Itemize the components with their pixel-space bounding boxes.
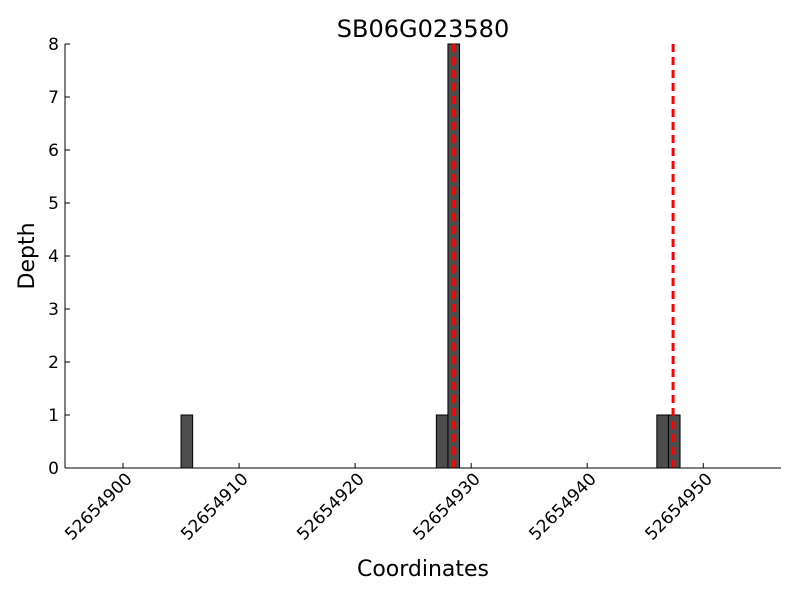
- y-tick-label: 7: [48, 88, 59, 108]
- y-tick-label: 3: [48, 300, 59, 320]
- y-tick-label: 5: [48, 194, 59, 214]
- y-tick-label: 2: [48, 353, 59, 373]
- x-tick-label: 52654900: [61, 469, 136, 544]
- y-tick-label: 4: [48, 247, 59, 267]
- y-axis-label: Depth: [15, 222, 40, 289]
- chart-title: SB06G023580: [337, 15, 509, 43]
- x-tick-label: 52654920: [293, 469, 368, 544]
- x-axis-label: Coordinates: [357, 557, 489, 582]
- x-tick-label: 52654940: [525, 469, 600, 544]
- x-tick-label: 52654930: [409, 469, 484, 544]
- bar: [180, 414, 194, 469]
- y-tick-label: 0: [48, 459, 59, 479]
- y-tick-label: 1: [48, 406, 59, 426]
- y-tick-label: 6: [48, 141, 59, 161]
- x-tick-label: 52654910: [177, 469, 252, 544]
- y-tick-label: 8: [48, 35, 59, 55]
- bar: [656, 414, 669, 469]
- x-tick-label: 52654950: [641, 469, 716, 544]
- bar: [435, 414, 449, 469]
